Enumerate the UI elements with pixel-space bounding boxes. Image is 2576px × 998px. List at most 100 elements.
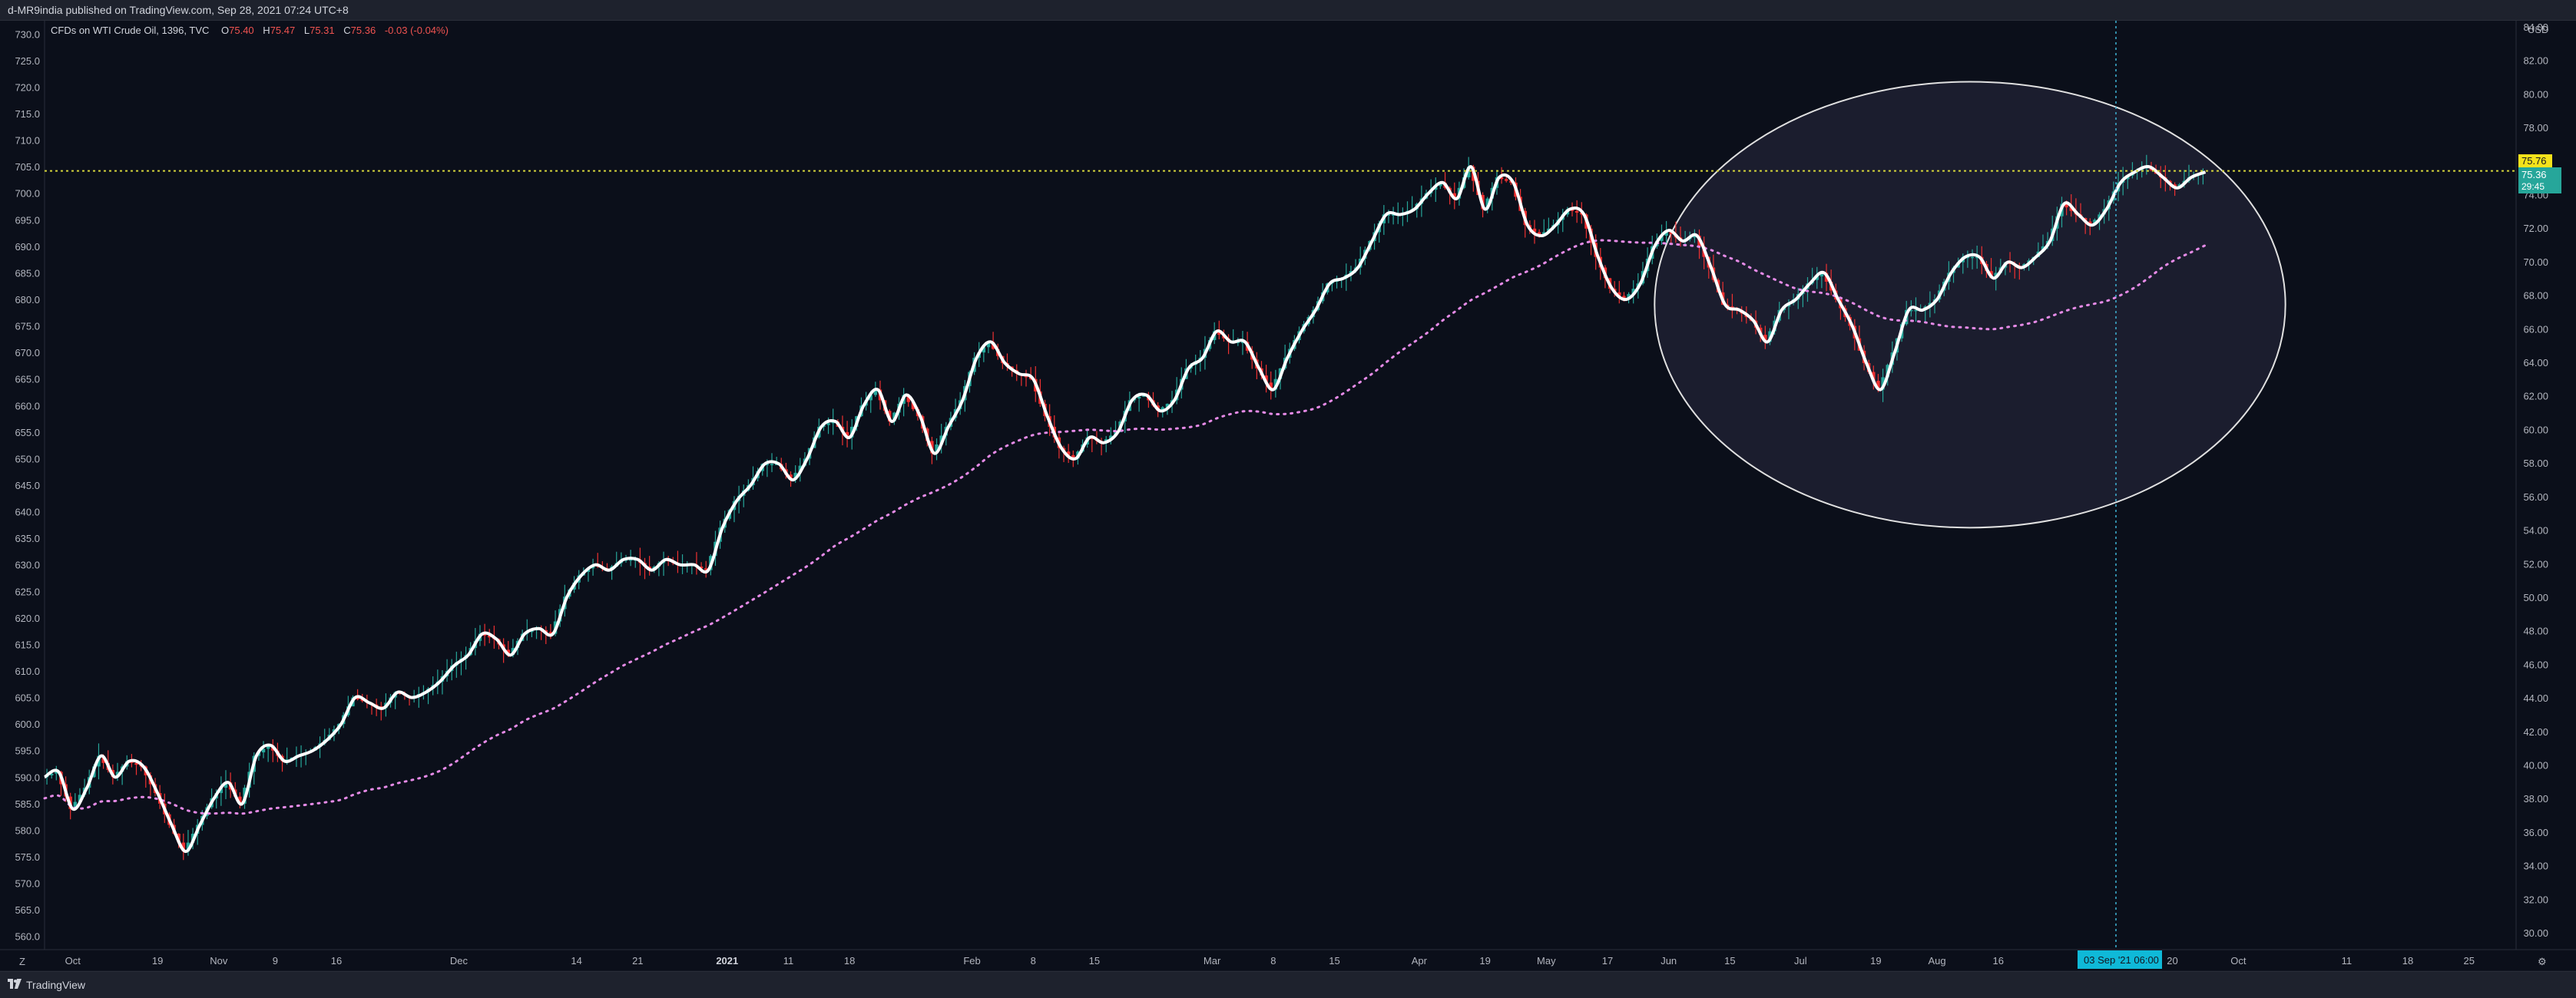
time-tick-label: May <box>1537 955 1556 967</box>
candle-body <box>1109 435 1113 440</box>
candle-body <box>1452 193 1456 199</box>
candle-body <box>982 347 986 353</box>
footer-bar: TradingView <box>0 971 2576 998</box>
time-tick-label: Apr <box>1412 955 1428 967</box>
left-tick-label: 640.0 <box>15 507 40 518</box>
open-value: 75.40 <box>229 25 254 36</box>
time-tick-label: Jun <box>1660 955 1677 967</box>
right-tick-label: 68.00 <box>2523 290 2548 302</box>
candle-body <box>1909 309 1913 312</box>
candle-body <box>266 745 270 749</box>
right-tick-label: 84.00 <box>2523 21 2548 33</box>
candle-body <box>826 423 830 425</box>
candle-body <box>1815 276 1819 280</box>
left-tick-label: 705.0 <box>15 161 40 173</box>
time-tick-label: Nov <box>210 955 228 967</box>
time-axis[interactable]: Oct 19 Nov 9 16 Dec 14 21 2021 11 18 Feb 8 15 Mar 8 15 Ap… <box>65 955 2475 967</box>
right-tick-label: 78.00 <box>2523 122 2548 134</box>
right-tick-label: 56.00 <box>2523 491 2548 503</box>
candle-body <box>55 772 58 774</box>
left-tick-label: 620.0 <box>15 613 40 624</box>
settings-gear-icon[interactable]: ⚙ <box>2538 956 2547 967</box>
left-tick-label: 655.0 <box>15 427 40 438</box>
left-tick-label: 605.0 <box>15 692 40 704</box>
right-tick-label: 40.00 <box>2523 759 2548 771</box>
left-tick-label: 665.0 <box>15 374 40 385</box>
right-tick-label: 36.00 <box>2523 827 2548 838</box>
high-value: 75.47 <box>270 25 296 36</box>
candle-body <box>1631 289 1635 295</box>
time-tick-label: 19 <box>1479 955 1490 967</box>
candle-body <box>986 342 991 348</box>
chart-header: d-MR9india published on TradingView.com,… <box>0 0 2576 21</box>
candle-body <box>1505 179 1508 181</box>
time-tick-label: 17 <box>1602 955 1613 967</box>
svg-text:29:45: 29:45 <box>2521 181 2545 192</box>
candle-body <box>1240 342 1245 343</box>
candle-body <box>2069 207 2073 211</box>
price-tag-yellow: 75.76 <box>2518 154 2552 167</box>
candle-body <box>1165 403 1170 408</box>
time-tick-label: 11 <box>2342 955 2353 967</box>
time-tick-label: 25 <box>2463 955 2474 967</box>
plot-background <box>0 21 2576 970</box>
right-tick-label: 32.00 <box>2523 894 2548 905</box>
right-tick-label: 48.00 <box>2523 626 2548 637</box>
candle-body <box>1819 273 1824 277</box>
time-tick-label: 21 <box>632 955 643 967</box>
time-tick-label: 9 <box>273 955 278 967</box>
symbol-name: CFDs on WTI Crude Oil, 1396, TVC <box>51 25 209 36</box>
left-axis-bg <box>0 21 45 950</box>
candle-body <box>548 632 553 634</box>
right-tick-label: 60.00 <box>2523 424 2548 435</box>
right-tick-label: 58.00 <box>2523 458 2548 469</box>
left-tick-label: 695.0 <box>15 214 40 226</box>
candle-body <box>2064 203 2068 208</box>
timezone-button[interactable]: Z <box>19 956 25 967</box>
candle-body <box>1269 382 1273 390</box>
right-tick-label: 82.00 <box>2523 55 2548 67</box>
candle-body <box>488 635 492 638</box>
right-tick-label: 64.00 <box>2523 357 2548 368</box>
right-tick-label: 42.00 <box>2523 726 2548 738</box>
time-tick-label: Jul <box>1794 955 1807 967</box>
time-tick-label: 14 <box>571 955 581 967</box>
svg-text:03 Sep '21 06:00: 03 Sep '21 06:00 <box>2084 954 2159 966</box>
candle-body <box>699 567 704 569</box>
left-tick-label: 565.0 <box>15 904 40 916</box>
candle-body <box>1965 256 1970 259</box>
left-tick-label: 730.0 <box>15 28 40 40</box>
candle-body <box>873 389 878 395</box>
time-tick-label: 20 <box>2167 955 2177 967</box>
price-chart[interactable]: 560.0 565.0 570.0 575.0 580.0 585.0 590.0 595.0… <box>0 21 2576 970</box>
candle-body <box>1217 331 1221 335</box>
left-tick-label: 630.0 <box>15 560 40 571</box>
candle-body <box>770 464 774 465</box>
right-tick-label: 54.00 <box>2523 525 2548 537</box>
candle-body <box>238 796 242 804</box>
candle-body <box>219 788 223 794</box>
highlight-ellipse[interactable] <box>1654 81 2286 529</box>
candle-body <box>1574 210 1579 213</box>
time-tick-label: Oct <box>65 955 81 967</box>
candle-body <box>1622 296 1626 299</box>
time-tick-label: Feb <box>963 955 980 967</box>
time-tick-label: 19 <box>1870 955 1881 967</box>
candle-body <box>1264 375 1268 383</box>
left-tick-label: 715.0 <box>15 108 40 120</box>
candle-body <box>1499 177 1504 180</box>
close-value: 75.36 <box>351 25 376 36</box>
low-label: L <box>304 25 310 36</box>
left-tick-label: 610.0 <box>15 666 40 677</box>
right-tick-label: 62.00 <box>2523 391 2548 402</box>
candle-body <box>1872 372 1876 382</box>
time-tick-label: 15 <box>1329 955 1339 967</box>
left-tick-label: 595.0 <box>15 745 40 757</box>
candle-body <box>181 842 186 852</box>
left-tick-label: 575.0 <box>15 851 40 863</box>
tradingview-logo-icon <box>8 979 22 989</box>
left-tick-label: 680.0 <box>15 294 40 306</box>
time-tick-label: Aug <box>1928 955 1945 967</box>
right-tick-label: 38.00 <box>2523 793 2548 805</box>
candle-body <box>1532 228 1537 233</box>
